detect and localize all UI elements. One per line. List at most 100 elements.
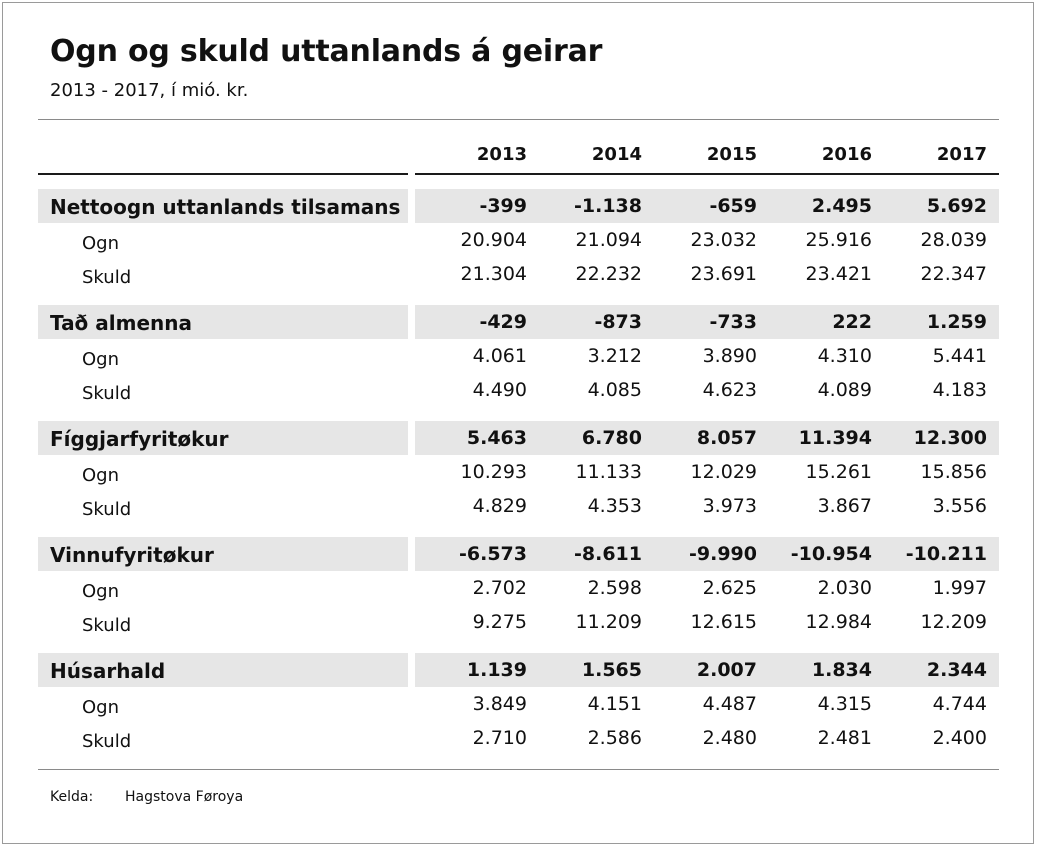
value-cell: 2.702 [472,577,527,599]
group-total-cell: 5.463 [466,427,527,449]
group-total-cell: 1.834 [811,659,872,681]
value-cell: 22.347 [920,263,987,285]
value-cell: 21.304 [460,263,527,285]
sub-row-label: Skuld [82,267,132,288]
group-total-cell: 2.344 [926,659,987,681]
value-cell: 2.598 [587,577,642,599]
group-row-band [38,421,408,455]
value-cell: 4.089 [817,379,872,401]
source-label: Kelda: [50,789,94,805]
value-cell: 15.261 [805,461,872,483]
group-total-cell: 2.007 [696,659,757,681]
group-total-cell: -8.611 [574,543,642,565]
group-total-cell: 1.565 [581,659,642,681]
value-cell: 3.867 [817,495,872,517]
group-row-band [38,189,408,223]
sub-row-label: Skuld [82,731,132,752]
value-cell: 2.586 [587,727,642,749]
value-cell: 4.310 [817,345,872,367]
value-cell: 12.209 [920,611,987,633]
value-cell: 3.890 [702,345,757,367]
value-cell: 12.984 [805,611,872,633]
value-cell: 1.997 [932,577,987,599]
top-divider [38,119,999,120]
sub-row-label: Ogn [82,233,120,254]
year-header: 2017 [936,144,987,165]
sub-row-label: Skuld [82,499,132,520]
sub-row-label: Skuld [82,615,132,636]
value-cell: 15.856 [920,461,987,483]
group-total-cell: -873 [594,311,642,333]
value-cell: 25.916 [805,229,872,251]
value-cell: 4.183 [932,379,987,401]
group-label: Nettoogn uttanlands tilsamans [50,195,401,219]
group-total-cell: -10.211 [905,543,987,565]
value-cell: 3.849 [472,693,527,715]
value-cell: 2.400 [932,727,987,749]
value-cell: 4.315 [817,693,872,715]
group-total-cell: -733 [709,311,757,333]
group-total-cell: 8.057 [696,427,757,449]
sub-row-label: Ogn [82,697,120,718]
value-cell: 23.032 [690,229,757,251]
value-cell: 10.293 [460,461,527,483]
value-cell: 3.973 [702,495,757,517]
year-header: 2014 [591,144,642,165]
value-cell: 4.744 [932,693,987,715]
value-cell: 9.275 [472,611,527,633]
sub-row-label: Skuld [82,383,132,404]
group-total-cell: 2.495 [811,195,872,217]
group-total-cell: -6.573 [459,543,527,565]
value-cell: 2.481 [817,727,872,749]
value-cell: 5.441 [932,345,987,367]
group-total-cell: -9.990 [689,543,757,565]
value-cell: 4.487 [702,693,757,715]
year-header: 2013 [476,144,527,165]
group-total-cell: 222 [832,311,872,333]
value-cell: 2.030 [817,577,872,599]
group-total-cell: 1.139 [466,659,527,681]
group-row-band [38,537,408,571]
group-label: Fíggjarfyritøkur [50,427,229,451]
group-label: Tað almenna [50,311,192,335]
group-total-cell: -10.954 [790,543,872,565]
value-cell: 4.490 [472,379,527,401]
group-total-cell: -429 [479,311,527,333]
group-label: Húsarhald [50,659,166,683]
value-cell: 11.209 [575,611,642,633]
value-cell: 12.615 [690,611,757,633]
group-row-band [38,305,408,339]
value-cell: 23.421 [805,263,872,285]
value-cell: 21.094 [575,229,642,251]
value-cell: 2.625 [702,577,757,599]
value-cell: 4.829 [472,495,527,517]
source-value: Hagstova Føroya [125,789,244,805]
group-total-cell: -399 [479,195,527,217]
bottom-divider [38,769,999,770]
value-cell: 12.029 [690,461,757,483]
value-cell: 28.039 [920,229,987,251]
value-cell: 4.353 [587,495,642,517]
group-row-band [415,421,999,455]
value-cell: 4.151 [587,693,642,715]
page-title: Ogn og skuld uttanlands á geirar [50,34,603,69]
group-row-band [415,537,999,571]
header-rule-value-columns [415,173,999,175]
group-total-cell: 1.259 [926,311,987,333]
header-rule-label-column [38,173,408,175]
group-row-band [415,305,999,339]
value-cell: 4.085 [587,379,642,401]
value-cell: 11.133 [575,461,642,483]
value-cell: 3.212 [587,345,642,367]
group-label: Vinnufyritøkur [50,543,214,567]
group-row-band [38,653,408,687]
value-cell: 22.232 [575,263,642,285]
sub-row-label: Ogn [82,581,120,602]
year-header: 2015 [706,144,757,165]
value-cell: 3.556 [932,495,987,517]
value-cell: 4.623 [702,379,757,401]
value-cell: 2.480 [702,727,757,749]
group-row-band [415,653,999,687]
value-cell: 20.904 [460,229,527,251]
